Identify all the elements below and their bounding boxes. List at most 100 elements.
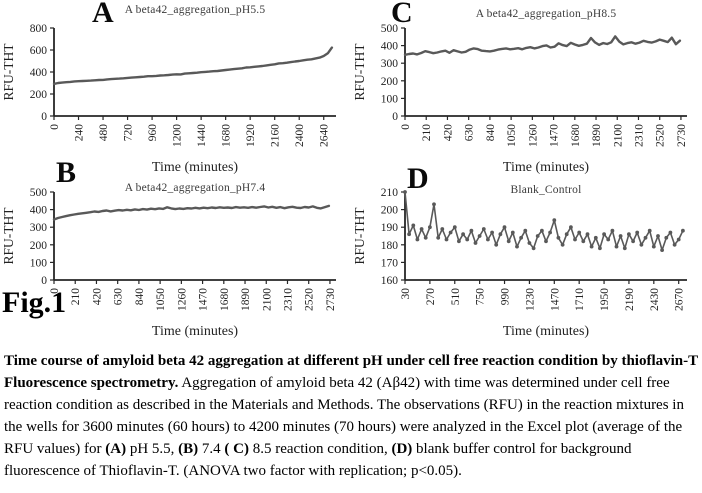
x-tick-label: 240: [74, 124, 86, 142]
panel-letter-c: C: [391, 0, 413, 29]
data-point-marker: [465, 237, 470, 242]
x-tick-label: 1950: [599, 288, 611, 311]
data-point-marker: [411, 223, 416, 228]
data-point-marker: [440, 227, 445, 231]
panel-letter-a: A: [92, 0, 114, 29]
data-point-marker: [473, 241, 478, 245]
data-point-marker: [540, 228, 544, 233]
y-tick-label: 210: [381, 187, 399, 199]
x-tick-label: 840: [485, 124, 497, 142]
caption-segment: 7.4: [198, 441, 225, 457]
data-point-marker: [647, 228, 652, 233]
y-tick-label: 300: [381, 58, 399, 70]
data-point-marker: [627, 232, 631, 237]
data-point-marker: [515, 244, 519, 249]
data-point-marker: [423, 235, 428, 240]
x-tick-label: 1680: [570, 124, 582, 147]
y-tick-label: 190: [381, 222, 399, 234]
caption-segment: (B): [178, 441, 199, 457]
data-point-marker: [527, 241, 532, 245]
chart-title-a: A beta42_aggregation_pH5.5: [124, 4, 266, 16]
data-point-marker: [560, 242, 565, 247]
data-series-line: [403, 35, 682, 56]
caption-segment: Time course of amyloid beta 42 aggregati…: [4, 353, 698, 391]
x-tick-label: 2520: [655, 124, 667, 147]
data-point-marker: [407, 232, 411, 237]
y-tick-label: 100: [381, 93, 399, 105]
x-axis-label: Time (minutes): [503, 160, 590, 175]
data-point-marker: [664, 235, 669, 240]
x-tick-label: 420: [442, 124, 454, 142]
y-axis-label: RFU-THT: [352, 43, 367, 101]
x-tick-label: 1050: [506, 124, 518, 147]
caption-segment: pH 5.5,: [126, 441, 179, 457]
x-tick-label: 1890: [240, 288, 252, 311]
caption-segment: blank buffer control for background fluo…: [4, 441, 632, 479]
y-axis-label: RFU-THT: [352, 207, 367, 265]
x-axis-label: Time (minutes): [152, 324, 239, 339]
x-tick-label: 630: [464, 124, 476, 141]
x-tick-label: 210: [421, 124, 433, 142]
x-tick-label: 1680: [221, 124, 233, 147]
x-tick-label: 2310: [633, 124, 645, 147]
data-point-marker: [676, 237, 681, 242]
y-tick-label: 400: [30, 67, 48, 79]
x-tick-label: 510: [450, 288, 462, 306]
y-axis-label: RFU-THT: [1, 207, 16, 265]
data-point-marker: [569, 225, 573, 230]
y-tick-label: 400: [381, 41, 399, 53]
data-point-marker: [656, 234, 660, 238]
data-point-marker: [461, 232, 465, 237]
x-tick-label: 0: [49, 124, 61, 130]
data-point-marker: [494, 242, 499, 247]
x-tick-label: 720: [123, 124, 135, 142]
y-axis-label: RFU-THT: [1, 43, 16, 101]
data-point-marker: [428, 225, 432, 230]
chart-panel-b: B A beta42_aggregation_pH7.4 0 100 200 300 4…: [0, 158, 351, 344]
caption-segment: (A): [105, 441, 127, 457]
x-tick-label: 1050: [155, 288, 167, 311]
x-tick-label: 960: [147, 124, 159, 142]
chart-panel-d: D Blank_Control 160 170 180 190 200 210 30 270 5…: [351, 164, 702, 344]
y-tick-label: 0: [41, 275, 47, 287]
x-tick-label: 2730: [676, 124, 688, 147]
data-point-marker: [481, 227, 486, 231]
data-point-marker: [415, 237, 420, 242]
data-point-marker: [672, 242, 677, 247]
y-tick-label: 0: [392, 111, 398, 123]
data-point-marker: [531, 246, 536, 251]
x-tick-label: 2310: [282, 288, 294, 311]
data-point-marker: [506, 239, 511, 244]
data-point-marker: [631, 239, 635, 244]
x-tick-label: 2520: [304, 288, 316, 311]
x-tick-label: 840: [134, 288, 146, 306]
x-tick-label: 270: [425, 288, 437, 306]
data-point-marker: [660, 248, 664, 252]
caption-segment: Aggregation of amyloid beta 42 (Aβ42) wi…: [4, 375, 684, 457]
y-tick-label: 500: [30, 187, 48, 199]
x-tick-label: 30: [400, 288, 412, 300]
x-tick-label: 630: [113, 288, 125, 306]
data-point-marker: [498, 232, 503, 237]
data-point-marker: [585, 232, 590, 237]
data-point-marker: [606, 237, 611, 242]
figure-label: Fig.1: [2, 286, 67, 319]
x-tick-label: 990: [500, 288, 512, 306]
data-point-marker: [651, 244, 656, 249]
x-tick-label: 1230: [524, 288, 536, 311]
data-point-marker: [581, 239, 586, 244]
data-point-marker: [469, 228, 474, 233]
y-tick-label: 200: [381, 76, 399, 88]
x-tick-label: 2430: [649, 288, 661, 311]
caption-segment: ( C): [224, 441, 249, 457]
data-point-marker: [502, 225, 507, 230]
x-tick-label: 2100: [612, 124, 624, 147]
data-point-marker: [523, 228, 528, 233]
data-point-marker: [622, 246, 627, 251]
x-tick-label: 1710: [574, 288, 586, 311]
x-tick-label: 2640: [319, 124, 331, 147]
data-point-marker: [436, 235, 441, 240]
y-tick-label: 300: [30, 222, 48, 234]
data-point-marker: [681, 228, 685, 233]
